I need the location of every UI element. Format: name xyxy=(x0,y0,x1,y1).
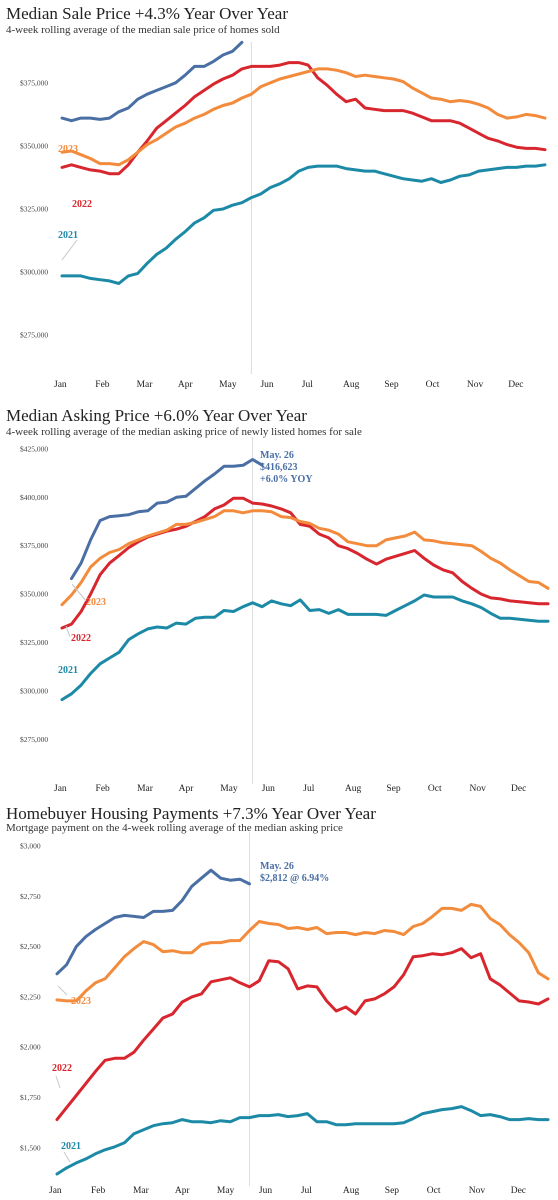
series-line-2024 xyxy=(70,458,264,581)
x-tick-label: Sep xyxy=(385,1186,400,1196)
x-tick-label: Sep xyxy=(384,380,399,390)
y-tick-label: $375,000 xyxy=(20,541,48,550)
y-tick-label: $325,000 xyxy=(20,638,48,647)
series-label: 2022 xyxy=(71,633,91,644)
y-tick-label: $300,000 xyxy=(20,268,48,277)
series-line-2024 xyxy=(60,40,244,123)
leader-line xyxy=(65,625,71,638)
x-tick-label: Oct xyxy=(428,784,442,794)
sale-price-chart: $275,000 $300,000 $325,000 $350,000 $375,000… xyxy=(20,40,547,390)
x-tick-label: Jul xyxy=(302,380,313,390)
y-tick-label: $2,000 xyxy=(20,1043,41,1052)
x-tick-label: Oct xyxy=(426,380,440,390)
series-label: 2023 xyxy=(86,597,106,608)
annotation-text: $2,812 @ 6.94% xyxy=(260,873,329,884)
y-tick-label: $350,000 xyxy=(20,141,48,150)
chart-title: Homebuyer Housing Payments +7.3% Year Ov… xyxy=(6,804,376,823)
series-line-2023 xyxy=(60,509,550,607)
asking-price-chart: $275,000 $300,000 $325,000 $350,000 $375,000… xyxy=(20,437,550,794)
x-tick-label: Aug xyxy=(343,380,360,390)
x-tick-label: Mar xyxy=(137,784,154,794)
series-label: 2023 xyxy=(71,996,91,1007)
x-tick-label: Jul xyxy=(301,1186,312,1196)
x-tick-label: Feb xyxy=(95,380,110,390)
y-tick-label: $1,500 xyxy=(20,1143,41,1152)
x-tick-label: Dec xyxy=(511,1186,526,1196)
chart-title: Median Sale Price +4.3% Year Over Year xyxy=(6,4,289,23)
housing-payment-chart: $1,500 $1,750 $2,000 $2,250 $2,500 $2,750 $3,0… xyxy=(20,832,550,1196)
y-tick-label: $3,000 xyxy=(20,842,41,851)
annotation-text: $416,623 xyxy=(260,462,298,473)
x-tick-label: Aug xyxy=(345,784,362,794)
series-line-2022 xyxy=(60,496,550,630)
x-tick-label: May xyxy=(220,784,238,794)
series-line-2021 xyxy=(55,1105,550,1176)
asking-price-panel: Median Asking Price +6.0% Year Over Year… xyxy=(0,400,558,800)
series-label: 2021 xyxy=(61,1141,81,1152)
series-line-2024 xyxy=(55,868,251,976)
series-line-2021 xyxy=(60,593,550,702)
x-tick-label: Jun xyxy=(260,380,273,390)
series-line-2022 xyxy=(60,61,547,176)
annotation-text: May. 26 xyxy=(260,450,294,461)
x-tick-label: Mar xyxy=(133,1186,150,1196)
x-tick-label: Nov xyxy=(469,784,486,794)
y-tick-label: $275,000 xyxy=(20,331,48,340)
x-tick-label: Jun xyxy=(262,784,275,794)
x-tick-label: Jan xyxy=(54,784,67,794)
x-tick-label: Jun xyxy=(259,1186,272,1196)
x-tick-label: Feb xyxy=(96,784,111,794)
y-tick-label: $375,000 xyxy=(20,78,48,87)
chart-subtitle: 4-week rolling average of the median ask… xyxy=(6,426,362,438)
annotation-text: May. 26 xyxy=(260,861,294,872)
series-line-2022 xyxy=(55,947,550,1122)
x-tick-label: Apr xyxy=(179,784,195,794)
series-label: 2022 xyxy=(52,1063,72,1074)
series-label: 2022 xyxy=(72,199,92,210)
leader-line xyxy=(71,583,87,602)
y-tick-label: $400,000 xyxy=(20,493,48,502)
y-tick-label: $300,000 xyxy=(20,686,48,695)
series-line-2021 xyxy=(60,163,547,285)
y-tick-label: $350,000 xyxy=(20,590,48,599)
chart-title: Median Asking Price +6.0% Year Over Year xyxy=(6,406,307,425)
x-tick-label: Dec xyxy=(511,784,526,794)
series-label: 2023 xyxy=(58,144,78,155)
series-label: 2021 xyxy=(58,665,78,676)
x-tick-label: Nov xyxy=(467,380,484,390)
leader-line xyxy=(55,1075,61,1089)
x-tick-label: May xyxy=(219,380,237,390)
housing-payment-panel: Homebuyer Housing Payments +7.3% Year Ov… xyxy=(0,800,558,1200)
x-tick-label: Apr xyxy=(178,380,194,390)
x-tick-label: Jul xyxy=(303,784,314,794)
x-tick-label: Aug xyxy=(343,1186,360,1196)
x-tick-label: Jan xyxy=(54,380,67,390)
x-tick-label: Nov xyxy=(469,1186,486,1196)
y-tick-label: $2,750 xyxy=(20,892,41,901)
chart-subtitle: 4-week rolling average of the median sal… xyxy=(6,24,280,36)
y-tick-label: $425,000 xyxy=(20,444,48,453)
leader-line xyxy=(61,239,78,261)
y-tick-label: $1,750 xyxy=(20,1093,41,1102)
series-label: 2021 xyxy=(58,230,78,241)
x-tick-label: Mar xyxy=(137,380,154,390)
x-tick-label: Jan xyxy=(49,1186,62,1196)
y-tick-label: $2,500 xyxy=(20,942,41,951)
y-tick-label: $275,000 xyxy=(20,735,48,744)
x-tick-label: Feb xyxy=(91,1186,106,1196)
chart-subtitle: Mortgage payment on the 4-week rolling a… xyxy=(6,822,343,834)
series-line-2023 xyxy=(60,67,547,167)
leader-line xyxy=(63,1151,71,1163)
x-tick-label: Apr xyxy=(175,1186,191,1196)
y-tick-label: $325,000 xyxy=(20,205,48,214)
series-line-2023 xyxy=(55,902,550,1003)
x-tick-label: Oct xyxy=(427,1186,441,1196)
x-tick-label: May xyxy=(217,1186,235,1196)
x-tick-label: Dec xyxy=(508,380,523,390)
leader-line xyxy=(57,985,68,996)
sale-price-panel: Median Sale Price +4.3% Year Over Year 4… xyxy=(0,0,558,400)
x-tick-label: Sep xyxy=(386,784,401,794)
y-tick-label: $2,250 xyxy=(20,992,41,1001)
annotation-text: +6.0% YOY xyxy=(260,474,313,485)
